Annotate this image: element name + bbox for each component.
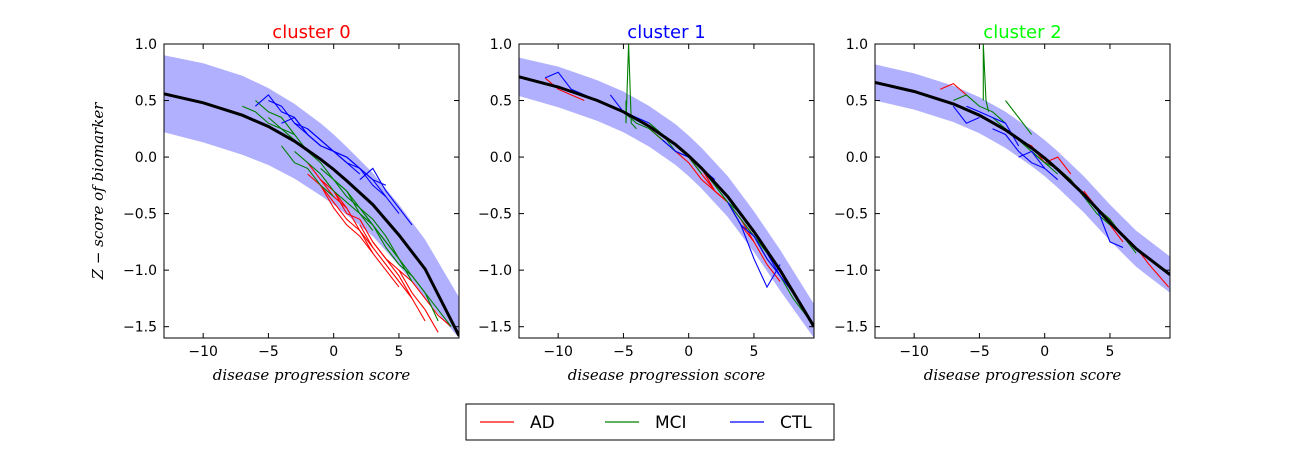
- axes-frame: [163, 43, 460, 339]
- plot-area: [164, 55, 459, 338]
- trajectory-mci-8: [255, 100, 295, 135]
- plot-area: [519, 44, 814, 338]
- axes-frame: [518, 43, 815, 339]
- y-tick-label: 0.0: [490, 150, 512, 166]
- trajectory-mci-2: [992, 117, 1059, 175]
- x-tick-label: 0: [1040, 344, 1049, 360]
- trajectory-ad-6: [307, 162, 348, 209]
- trajectory-mci-0: [953, 94, 1006, 124]
- trajectory-ctl-4: [740, 224, 781, 289]
- y-tick-label: 1.0: [846, 37, 868, 53]
- y-tick-label: −1.0: [123, 263, 157, 279]
- x-tick-label: 5: [1105, 344, 1114, 360]
- legend-box: [465, 403, 835, 441]
- legend-label-ad: AD: [530, 413, 555, 433]
- trajectory-ctl-4: [333, 150, 400, 214]
- x-tick-label: −5: [969, 344, 990, 360]
- trajectory-ctl-7: [346, 156, 387, 186]
- x-tick-label: −5: [613, 344, 634, 360]
- trajectory-mci-5: [1005, 100, 1033, 135]
- trajectory-mci-0: [242, 105, 309, 152]
- x-tick-label: 5: [394, 344, 403, 360]
- x-axis-label: disease progression score: [568, 366, 766, 384]
- trajectory-ctl-0: [966, 105, 1020, 147]
- trajectory-mci-2: [281, 145, 335, 198]
- trajectory-ad-4: [544, 77, 585, 102]
- x-tick-label: −5: [258, 344, 279, 360]
- plot-area: [875, 44, 1170, 293]
- panel-title: cluster 1: [627, 22, 705, 43]
- x-tick-label: 0: [329, 344, 338, 360]
- y-tick-label: 0.5: [490, 94, 512, 110]
- panel-0: −10 −5 0 5 1.0 0.5 0.0 −0.5 −1.0 −1.5 cluster 0 dis…: [123, 22, 460, 384]
- trajectory-ad-7: [398, 269, 452, 328]
- panel-1: −10 −5 0 5 1.0 0.5 0.0 −0.5 −1.0 −1.5 cluster 1 dis…: [478, 22, 815, 384]
- y-tick-label: −1.0: [478, 263, 512, 279]
- trajectory-mci-9: [346, 190, 400, 260]
- x-tick-label: 5: [749, 344, 758, 360]
- y-tick-label: 0.5: [135, 94, 157, 110]
- trajectory-ctl-3: [727, 202, 781, 277]
- y-tick-label: 0.0: [135, 150, 157, 166]
- x-axis-label: disease progression score: [924, 366, 1122, 384]
- trajectory-ctl-1: [992, 128, 1045, 169]
- y-tick-label: −1.0: [834, 263, 868, 279]
- panel-2: −10 −5 0 5 1.0 0.5 0.0 −0.5 −1.0 −1.5 cluster 2 dis…: [834, 22, 1171, 384]
- mean-curve: [164, 92, 459, 337]
- x-tick-label: −10: [543, 344, 573, 360]
- trajectory-ad-3: [940, 82, 967, 96]
- y-tick-label: −0.5: [834, 207, 868, 223]
- x-tick-label: −10: [188, 344, 218, 360]
- legend-label-ctl: CTL: [780, 413, 812, 433]
- trajectory-ctl-2: [1018, 150, 1059, 181]
- trajectory-ad-5: [372, 241, 439, 333]
- legend-label-mci: MCI: [655, 413, 687, 433]
- x-tick-label: −10: [899, 344, 929, 360]
- trajectory-ctl-6: [281, 116, 334, 152]
- axes-frame: [874, 43, 1171, 339]
- x-tick-label: 0: [684, 344, 693, 360]
- legend: AD MCI CTL: [465, 403, 835, 441]
- mean-curve: [519, 75, 814, 328]
- trajectory-mci-1: [982, 44, 990, 112]
- y-tick-label: −1.5: [834, 320, 868, 336]
- y-tick-label: 1.0: [135, 37, 157, 53]
- y-tick-label: 0.5: [846, 94, 868, 110]
- mean-curve: [875, 80, 1170, 276]
- trajectory-mci-6: [320, 167, 387, 248]
- y-tick-label: −1.5: [478, 320, 512, 336]
- confidence-band: [164, 55, 459, 338]
- y-tick-label: −0.5: [478, 207, 512, 223]
- trajectory-ad-1: [320, 185, 400, 288]
- panel-title: cluster 2: [983, 22, 1061, 43]
- trajectory-mci-1: [625, 44, 637, 130]
- x-axis-label: disease progression score: [213, 366, 411, 384]
- trajectory-mci-7: [385, 247, 452, 328]
- y-tick-label: 1.0: [490, 37, 512, 53]
- confidence-band: [875, 64, 1170, 293]
- y-tick-label: −1.5: [123, 320, 157, 336]
- y-tick-label: −0.5: [123, 207, 157, 223]
- panel-title: cluster 0: [272, 22, 350, 43]
- trajectory-ctl-4: [952, 105, 980, 124]
- trajectory-ad-3: [359, 224, 426, 322]
- y-axis-label: Z − score of biomarker: [89, 102, 107, 281]
- trajectory-ctl-5: [359, 167, 413, 226]
- y-tick-label: 0.0: [846, 150, 868, 166]
